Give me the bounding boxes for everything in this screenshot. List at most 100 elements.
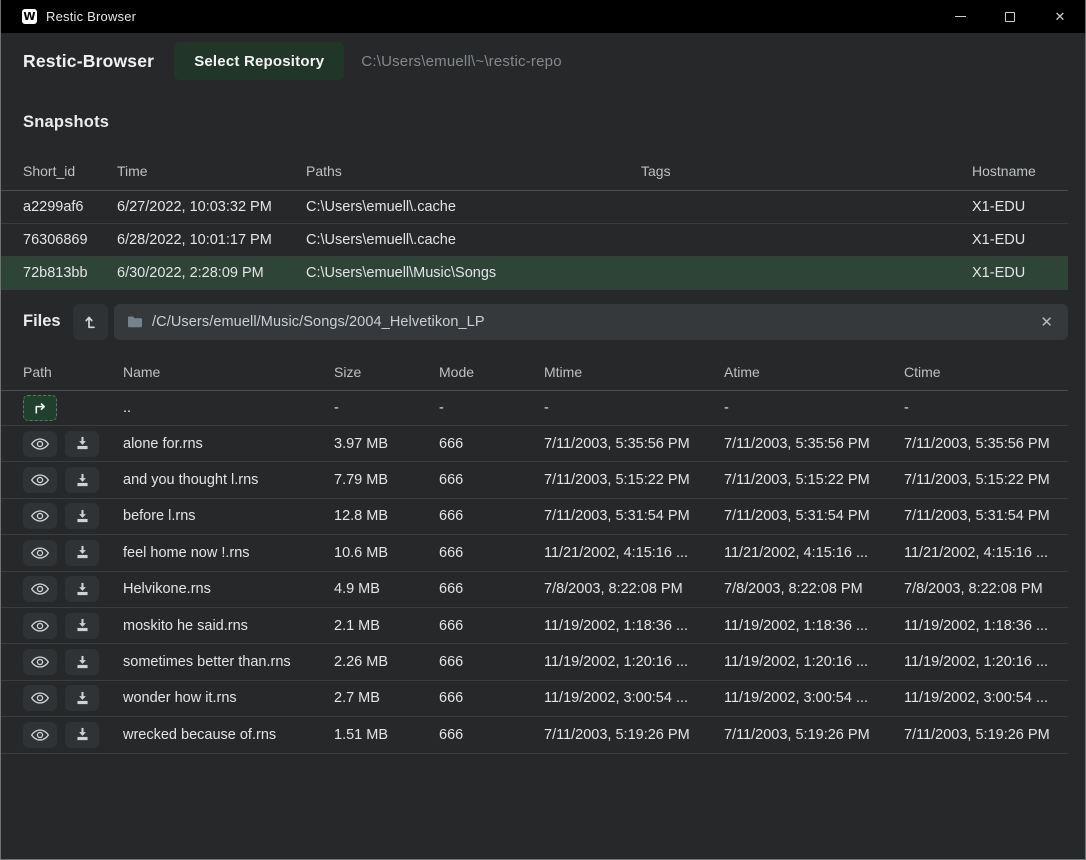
download-file-button[interactable] [65, 649, 99, 676]
go-parent-directory-button[interactable] [23, 395, 57, 421]
select-repository-button[interactable]: Select Repository [174, 42, 345, 80]
current-path-input[interactable]: /C/Users/emuell/Music/Songs/2004_Helveti… [114, 303, 1068, 340]
close-button[interactable]: ✕ [1035, 0, 1085, 33]
file-atime: 11/21/2002, 4:15:16 ... [724, 544, 869, 561]
app-title: Restic-Browser [23, 50, 155, 71]
eye-icon [30, 437, 50, 451]
file-size: 1.51 MB [334, 726, 388, 743]
file-mtime: - [544, 400, 549, 416]
file-size: 2.26 MB [334, 654, 388, 671]
eye-icon [30, 582, 50, 596]
column-header-mode: Mode [439, 363, 475, 380]
file-row: wrecked because of.rns 1.51 MB 666 7/11/… [1, 717, 1068, 754]
folder-icon [127, 315, 143, 329]
column-header-tags: Tags [641, 163, 671, 179]
clear-icon: ✕ [1040, 313, 1053, 331]
level-up-icon [83, 314, 99, 330]
snapshot-row[interactable]: 76306869 6/28/2022, 10:01:17 PM C:\Users… [1, 224, 1068, 257]
file-row: feel home now !.rns 10.6 MB 666 11/21/20… [1, 535, 1068, 572]
download-file-button[interactable] [65, 721, 99, 748]
files-toolbar: Files /C/Users/emuell/Music/Songs/2004_H… [1, 290, 1085, 353]
app-logo-icon: W [22, 9, 37, 24]
download-file-button[interactable] [65, 612, 99, 639]
preview-file-button[interactable] [23, 612, 57, 639]
file-mode: 666 [439, 581, 464, 598]
preview-file-button[interactable] [23, 430, 57, 457]
file-size: 2.1 MB [334, 617, 380, 634]
file-mtime: 11/19/2002, 1:20:16 ... [544, 654, 689, 671]
clear-path-button[interactable]: ✕ [1038, 313, 1055, 331]
file-row: Helvikone.rns 4.9 MB 666 7/8/2003, 8:22:… [1, 572, 1068, 608]
download-file-button[interactable] [65, 503, 99, 530]
file-mode: 666 [439, 690, 464, 707]
preview-file-button[interactable] [23, 467, 57, 494]
file-ctime: 7/8/2003, 8:22:08 PM [904, 581, 1043, 598]
titlebar: W Restic Browser ✕ [1, 0, 1085, 33]
preview-file-button[interactable] [23, 685, 57, 712]
snapshot-short-id: a2299af6 [23, 199, 84, 215]
file-size: 12.8 MB [334, 508, 388, 525]
column-header-time: Time [117, 163, 148, 179]
snapshot-time: 6/27/2022, 10:03:32 PM [117, 199, 272, 215]
column-header-size: Size [334, 363, 362, 380]
file-mtime: 11/21/2002, 4:15:16 ... [544, 544, 689, 561]
eye-icon [30, 728, 50, 742]
download-file-button[interactable] [65, 576, 99, 603]
file-row: sometimes better than.rns 2.26 MB 666 11… [1, 644, 1068, 681]
file-mtime: 7/11/2003, 5:31:54 PM [544, 508, 690, 525]
download-file-button[interactable] [65, 685, 99, 712]
column-header-ctime: Ctime [904, 363, 941, 380]
snapshot-row[interactable]: a2299af6 6/27/2022, 10:03:32 PM C:\Users… [1, 191, 1068, 224]
preview-file-button[interactable] [23, 649, 57, 676]
snapshot-row-selected[interactable]: 72b813bb 6/30/2022, 2:28:09 PM C:\Users\… [1, 257, 1068, 290]
file-mtime: 7/11/2003, 5:19:26 PM [544, 726, 690, 743]
file-size: 3.97 MB [334, 435, 388, 452]
file-row: wonder how it.rns 2.7 MB 666 11/19/2002,… [1, 681, 1068, 718]
eye-icon [30, 473, 50, 487]
file-mode: 666 [439, 435, 464, 452]
download-icon [75, 545, 90, 560]
file-atime: - [724, 400, 729, 416]
minimize-button[interactable] [935, 0, 985, 33]
parent-directory-row: .. - - - - - [1, 391, 1068, 426]
eye-icon [30, 546, 50, 560]
download-icon [75, 618, 90, 633]
file-atime: 7/11/2003, 5:15:22 PM [724, 472, 870, 489]
snapshots-section-title: Snapshots [23, 113, 110, 131]
download-file-button[interactable] [65, 430, 99, 457]
file-atime: 7/11/2003, 5:19:26 PM [724, 726, 870, 743]
download-file-button[interactable] [65, 539, 99, 566]
file-mtime: 7/11/2003, 5:15:22 PM [544, 472, 690, 489]
download-icon [75, 473, 90, 488]
snapshot-time: 6/28/2022, 10:01:17 PM [117, 232, 272, 248]
column-header-paths: Paths [306, 163, 342, 179]
file-row: before l.rns 12.8 MB 666 7/11/2003, 5:31… [1, 499, 1068, 536]
preview-file-button[interactable] [23, 539, 57, 566]
snapshots-table: Short_id Time Paths Tags Hostname a2299a… [1, 152, 1068, 290]
preview-file-button[interactable] [23, 576, 57, 603]
preview-file-button[interactable] [23, 721, 57, 748]
snapshot-hostname: X1-EDU [972, 232, 1026, 248]
eye-icon [30, 619, 50, 633]
file-row: and you thought l.rns 7.79 MB 666 7/11/2… [1, 462, 1068, 499]
close-icon: ✕ [1054, 8, 1066, 24]
file-name: Helvikone.rns [123, 581, 211, 598]
file-atime: 11/19/2002, 3:00:54 ... [724, 690, 869, 707]
file-name: moskito he said.rns [123, 617, 248, 634]
files-table: Path Name Size Mode Mtime Atime Ctime ..… [1, 353, 1068, 754]
navigate-up-button[interactable] [73, 303, 108, 340]
preview-file-button[interactable] [23, 503, 57, 530]
file-mtime: 7/11/2003, 5:35:56 PM [544, 435, 690, 452]
file-row: moskito he said.rns 2.1 MB 666 11/19/200… [1, 608, 1068, 645]
file-mtime: 7/8/2003, 8:22:08 PM [544, 581, 683, 598]
column-header-atime: Atime [724, 363, 760, 380]
repository-header: Restic-Browser Select Repository C:\User… [1, 33, 1085, 89]
file-ctime: 11/19/2002, 1:20:16 ... [904, 654, 1049, 671]
download-file-button[interactable] [65, 467, 99, 494]
enter-directory-icon [33, 401, 48, 416]
file-name: before l.rns [123, 508, 196, 525]
maximize-button[interactable] [985, 0, 1035, 33]
file-name: alone for.rns [123, 435, 203, 452]
file-mode: 666 [439, 472, 464, 489]
